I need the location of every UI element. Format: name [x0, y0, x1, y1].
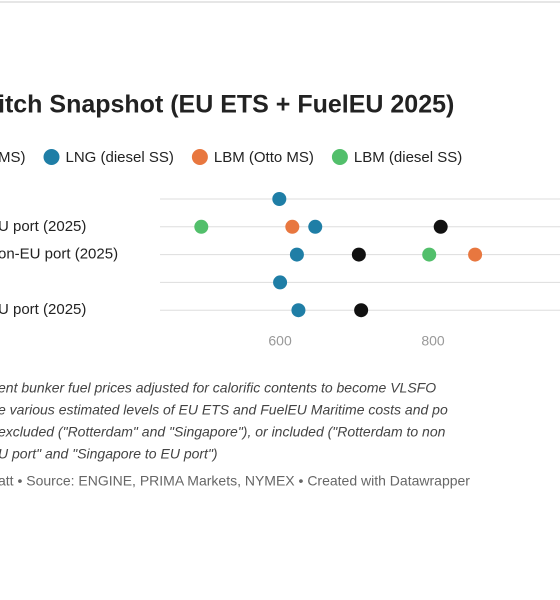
dot	[285, 219, 300, 234]
legend-label: LBM (Otto MS)	[214, 149, 314, 166]
legend-swatch	[43, 149, 60, 165]
dot	[291, 303, 306, 318]
dot	[289, 247, 304, 262]
dot	[308, 219, 323, 234]
row-label: U port (2025)	[0, 218, 86, 235]
note: excluded ("Rotterdam" and "Singapore"), …	[0, 424, 446, 440]
note: ent bunker fuel prices adjusted for calo…	[0, 380, 436, 396]
dot	[422, 247, 437, 262]
dot	[433, 219, 448, 234]
x-tick-label: 800	[421, 333, 445, 349]
dot	[273, 275, 288, 290]
legend-swatch	[331, 149, 348, 165]
dot	[468, 247, 483, 262]
row-label: on-EU port (2025)	[0, 246, 118, 263]
dot	[194, 219, 209, 234]
dot	[351, 247, 366, 262]
note: U port" and "Singapore to EU port")	[0, 446, 218, 462]
legend-swatch	[191, 149, 208, 165]
row-label: U port (2025)	[0, 301, 86, 318]
chart-title: itch Snapshot (EU ETS + FuelEU 2025)	[0, 91, 454, 119]
note: e various estimated levels of EU ETS and…	[0, 402, 448, 418]
dot	[272, 192, 287, 206]
legend-label: LBM (diesel SS)	[354, 149, 462, 166]
legend-label: LNG (diesel SS)	[66, 149, 174, 166]
x-tick-label: 600	[268, 333, 292, 349]
source: att • Source: ENGINE, PRIMA Markets, NYM…	[0, 473, 470, 489]
legend-label: MS)	[0, 149, 26, 166]
dot	[354, 303, 369, 318]
